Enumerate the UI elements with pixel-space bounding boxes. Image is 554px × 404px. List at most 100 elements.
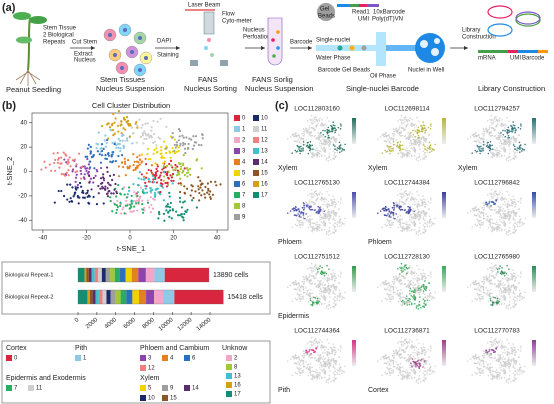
cell-point xyxy=(173,150,176,153)
cell-point xyxy=(495,274,497,276)
cell-point xyxy=(399,357,402,359)
cell-point xyxy=(503,220,505,222)
cell-point xyxy=(384,131,387,134)
cell-point xyxy=(407,209,410,211)
cell-point xyxy=(318,371,321,374)
cell-point xyxy=(406,297,409,300)
cell-point xyxy=(88,166,92,169)
cell-point xyxy=(323,201,326,203)
cell-point xyxy=(405,371,407,374)
cell-point xyxy=(99,161,103,164)
cell-point xyxy=(53,169,57,172)
cell-point xyxy=(296,218,299,221)
cell-point xyxy=(179,182,182,185)
cell-point xyxy=(473,283,476,286)
cell-point xyxy=(327,382,330,384)
cell-point xyxy=(519,218,522,220)
cell-point xyxy=(393,207,396,209)
cell-point xyxy=(401,192,403,195)
cell-point xyxy=(305,203,307,205)
cell-point xyxy=(332,343,334,345)
cell-point xyxy=(418,293,421,296)
cell-point xyxy=(411,292,413,294)
cell-point xyxy=(490,222,492,225)
cell-point xyxy=(309,366,311,369)
cell-point xyxy=(78,152,81,155)
cell-point xyxy=(429,128,432,130)
cell-point xyxy=(492,151,494,154)
cell-point xyxy=(386,292,389,295)
cell-point xyxy=(384,214,386,216)
cell-point xyxy=(107,137,110,140)
cell-point xyxy=(336,149,338,151)
legend-label: 0 xyxy=(242,116,246,122)
cell-point xyxy=(293,281,296,283)
cell-point xyxy=(330,130,333,133)
cell-point xyxy=(417,139,420,142)
cell-point xyxy=(392,223,394,226)
cell-point xyxy=(476,292,479,295)
cell-point xyxy=(195,159,198,162)
cell-point xyxy=(312,299,314,302)
cell-point xyxy=(100,149,104,153)
cell-point xyxy=(324,299,326,301)
cell-point xyxy=(132,209,135,213)
cell-point xyxy=(332,150,335,152)
cell-point xyxy=(328,292,331,294)
cell-point xyxy=(479,224,482,226)
cell-point xyxy=(478,288,481,291)
cell-point xyxy=(387,287,389,289)
cell-point xyxy=(326,278,329,280)
cell-point xyxy=(322,281,325,284)
cell-point xyxy=(340,147,342,149)
cell-point xyxy=(325,307,328,309)
cell-point xyxy=(311,345,313,347)
cell-point xyxy=(86,147,89,150)
cell-point xyxy=(327,289,329,291)
cell-point xyxy=(395,213,397,215)
cell-point xyxy=(85,167,89,170)
cell-point xyxy=(298,210,301,212)
cell-point xyxy=(516,223,518,225)
cell-point xyxy=(488,133,491,136)
cell-point xyxy=(418,226,421,229)
cell-point xyxy=(495,149,497,152)
cell-point xyxy=(115,143,118,147)
cell-point xyxy=(485,139,487,141)
cell-point xyxy=(308,279,311,282)
cell-point xyxy=(381,134,384,136)
cell-point xyxy=(338,151,341,154)
cell-point xyxy=(422,138,425,140)
cell-point xyxy=(122,127,125,130)
cell-point xyxy=(339,296,341,298)
cell-point xyxy=(322,124,325,127)
cell-point xyxy=(410,125,413,128)
cell-point xyxy=(503,127,506,129)
cell-point xyxy=(410,216,413,219)
cell-point xyxy=(422,150,425,152)
cell-point xyxy=(423,226,426,228)
cell-point xyxy=(495,223,497,226)
cell-point xyxy=(180,206,184,209)
cell-point xyxy=(389,150,392,152)
cell-point xyxy=(511,284,513,287)
cell-point xyxy=(406,124,408,126)
cell-point xyxy=(182,162,185,165)
cell-point xyxy=(175,174,179,177)
cell-point xyxy=(426,295,429,297)
cell-point xyxy=(313,229,316,231)
cell-point xyxy=(182,136,185,139)
cell-point xyxy=(469,136,472,138)
cell-point xyxy=(491,303,494,306)
cell-point xyxy=(498,229,501,232)
arrowhead xyxy=(91,46,95,50)
cell-point xyxy=(389,300,391,303)
cell-point xyxy=(101,186,105,190)
cell-point xyxy=(308,199,311,201)
cell-point xyxy=(92,176,95,180)
legend-label: 12 xyxy=(261,138,268,144)
cell-point xyxy=(330,275,333,278)
cell-point xyxy=(56,161,59,164)
droplet xyxy=(210,53,214,57)
cell-point xyxy=(396,204,399,207)
